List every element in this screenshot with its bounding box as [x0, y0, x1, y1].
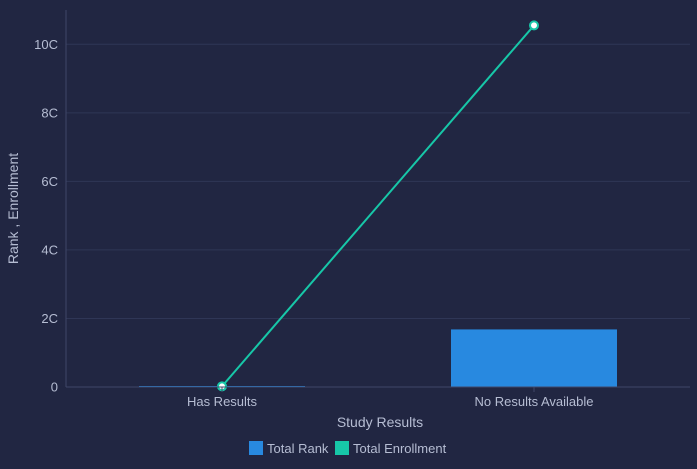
axes: 0 2C 4C 6C 8C 10C Has Results No Results Availa… [5, 10, 690, 430]
y-tick-label: 6C [41, 174, 58, 189]
bar-series [139, 329, 617, 387]
point-total-enrollment[interactable] [529, 20, 539, 31]
line-series [217, 20, 539, 392]
y-tick-label: 8C [41, 105, 58, 120]
legend-label[interactable]: Total Rank [267, 441, 329, 456]
x-tick-label: Has Results [187, 394, 258, 409]
x-tick-label: No Results Available [475, 394, 594, 409]
legend-swatch[interactable] [249, 441, 263, 455]
legend[interactable]: Total Rank Total Enrollment [249, 441, 447, 456]
y-axis-title: Rank , Enrollment [5, 153, 21, 264]
y-tick-label: 2C [41, 311, 58, 326]
y-tick-label: 10C [34, 37, 58, 52]
line-total-enrollment [221, 24, 535, 387]
legend-label[interactable]: Total Enrollment [353, 441, 447, 456]
y-tick-label: 0 [51, 380, 58, 395]
x-axis-title: Study Results [337, 414, 423, 430]
grid-lines [66, 43, 690, 319]
y-tick-label: 4C [41, 242, 58, 257]
bar-total-rank[interactable] [451, 329, 617, 387]
legend-swatch[interactable] [335, 441, 349, 455]
